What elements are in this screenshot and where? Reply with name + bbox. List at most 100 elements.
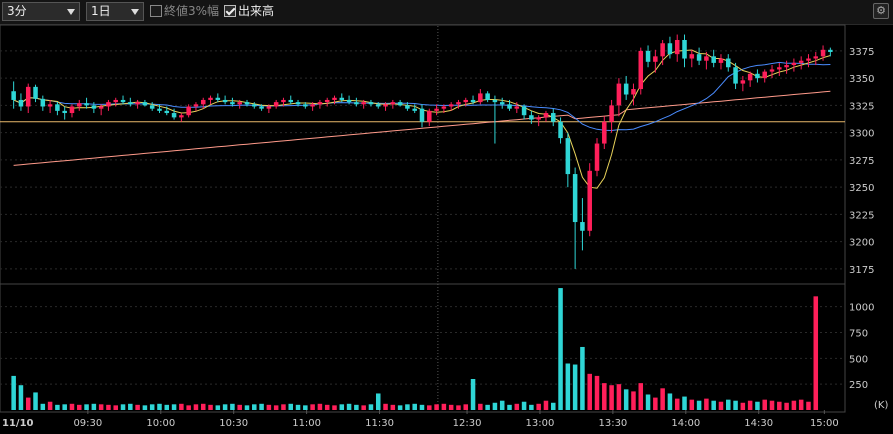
volume-bar — [514, 403, 520, 410]
candle-body — [69, 106, 75, 114]
interval-select-value: 3分 — [7, 4, 27, 18]
volume-bar — [40, 403, 46, 410]
volume-bar — [368, 404, 374, 410]
candle-body — [339, 97, 345, 100]
candle — [543, 110, 549, 122]
candle-body — [456, 102, 461, 105]
candle-body — [179, 115, 184, 118]
volume-bar — [171, 404, 177, 410]
volume-bar — [222, 404, 228, 410]
volume-bar — [565, 363, 571, 410]
candle — [507, 99, 512, 111]
candle-body — [653, 56, 658, 62]
volume-bar — [98, 404, 104, 410]
volume-bar — [266, 404, 272, 410]
volume-bar — [806, 401, 811, 410]
candle-body — [696, 54, 702, 61]
candle-body — [18, 99, 24, 107]
candle — [135, 99, 140, 109]
candle-body — [441, 106, 447, 109]
candle-body — [230, 102, 235, 105]
candle — [18, 93, 24, 111]
interval-select[interactable]: 3分 — [2, 2, 80, 21]
candle-body — [631, 89, 636, 95]
volume-series — [11, 288, 819, 410]
candle — [441, 104, 447, 114]
candle-body — [317, 102, 323, 105]
candle — [383, 102, 388, 111]
volume-bar — [769, 400, 775, 410]
candle — [397, 99, 403, 107]
volume-bar — [397, 405, 403, 410]
candle — [368, 99, 374, 107]
candle-body — [711, 56, 716, 63]
period-select[interactable]: 1日 — [86, 2, 144, 21]
volume-bar — [186, 405, 191, 410]
candle-body — [820, 49, 826, 57]
volume-bar — [572, 364, 578, 410]
candle-body — [310, 104, 315, 107]
volume-bar — [303, 405, 308, 410]
chevron-down-icon — [131, 9, 139, 15]
candle — [667, 36, 673, 59]
candle — [550, 108, 556, 127]
candle-body — [412, 108, 417, 111]
candle-body — [470, 99, 476, 103]
volume-bar — [405, 404, 410, 410]
volume-bar — [463, 404, 469, 410]
candle-body — [514, 106, 520, 109]
volume-bar — [390, 404, 396, 410]
volume-tick-label: 500 — [849, 354, 868, 365]
candle — [478, 89, 483, 105]
price-tick-label: 3250 — [849, 183, 874, 194]
time-tick-label: 10:30 — [219, 418, 248, 429]
candle-body — [492, 99, 498, 103]
volume-bar — [616, 384, 622, 410]
candle — [419, 104, 425, 128]
volume-bar — [252, 404, 257, 410]
volume-bar — [478, 403, 483, 410]
candle — [456, 99, 461, 109]
candle-body — [572, 174, 578, 223]
candle-body — [762, 71, 767, 79]
volume-bar — [682, 396, 687, 410]
candle-body — [288, 99, 294, 103]
candle-body — [682, 39, 687, 59]
candle — [448, 102, 454, 111]
price-tick-label: 3275 — [849, 156, 874, 167]
candle-body — [120, 99, 126, 103]
volume-bar — [711, 400, 716, 410]
chart-toolbar: 3分 1日 終値3%幅 出来高 ⚙ — [0, 0, 893, 25]
volume-bar — [106, 404, 111, 410]
volume-bar — [456, 405, 461, 410]
candle-body — [295, 102, 301, 105]
candle-body — [755, 73, 760, 79]
volume-bar — [660, 388, 665, 410]
candle-body — [354, 102, 359, 105]
volume-bar — [230, 403, 235, 410]
candle — [536, 115, 541, 127]
price-tick-label: 3375 — [849, 47, 874, 58]
volume-bar — [91, 403, 97, 410]
candle — [179, 113, 184, 122]
gear-icon[interactable]: ⚙ — [873, 3, 889, 19]
volume-bar — [718, 401, 724, 410]
candle — [324, 97, 330, 107]
time-tick-label: 10:00 — [146, 418, 175, 429]
volume-checkbox[interactable] — [224, 5, 236, 17]
volume-bar — [485, 404, 490, 410]
date-label: 11/10 — [2, 418, 34, 429]
range-checkbox[interactable] — [150, 5, 162, 17]
volume-bar — [193, 404, 199, 410]
candle-body — [609, 105, 614, 122]
candle-body — [733, 67, 738, 84]
volume-bar — [427, 405, 432, 410]
volume-bar — [18, 385, 24, 410]
volume-bar — [200, 403, 206, 410]
candle-body — [565, 138, 571, 175]
volume-bar — [558, 288, 563, 410]
candle-body — [390, 102, 396, 105]
candle — [521, 104, 527, 120]
candle — [463, 97, 469, 107]
candle — [361, 99, 366, 109]
